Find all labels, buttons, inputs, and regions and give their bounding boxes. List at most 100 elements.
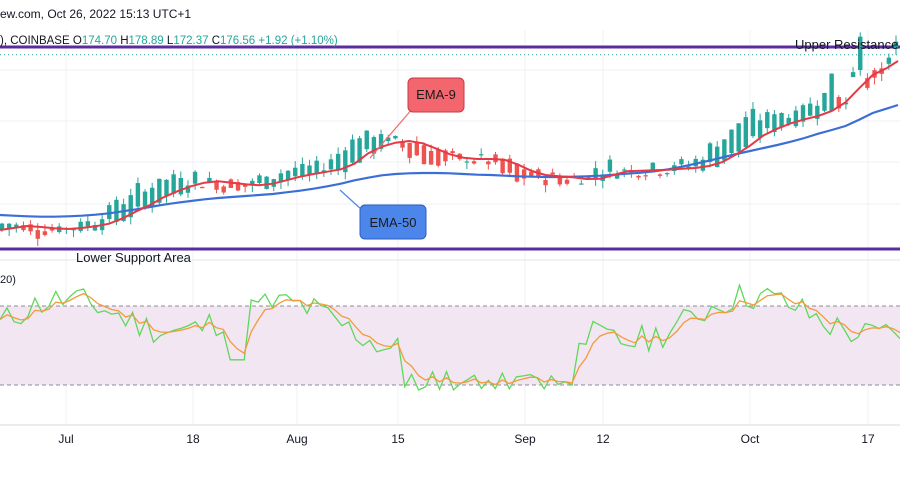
candle-body [221,186,226,193]
candle-body [593,168,598,180]
candle-body [285,170,291,180]
candle-body [843,102,849,105]
candle-body [579,183,584,185]
close-value: 176.56 [220,35,256,47]
candle-body [722,139,727,161]
candle-body [715,146,720,168]
candle-body [443,150,448,162]
candle-body [371,137,377,154]
candles [0,32,899,246]
candle-body [157,178,162,203]
candle-body [514,163,520,182]
ema9-callout-label: EMA-9 [416,87,456,102]
candle-body [121,204,126,221]
candle-body [35,230,40,239]
candle-body [178,178,183,195]
candle-body [679,159,684,165]
x-tick-label: 18 [186,432,200,446]
candle-body [807,103,813,116]
candle-body [829,73,834,112]
candle-body [214,181,219,190]
candle-body [242,184,248,187]
candle-body [14,224,19,227]
candle-body [28,224,33,232]
lower-support-label: Lower Support Area [76,250,191,265]
candle-body [6,223,12,230]
ema50-callout[interactable] [359,204,427,240]
ema50-callout-leader [339,189,363,211]
candle-body [314,160,319,173]
candle-body [164,179,169,196]
candle-body [185,185,191,193]
candle-body [400,141,405,148]
candle-body [550,172,555,175]
candle-body [386,137,391,142]
candle-body [836,97,841,109]
candle-body [149,187,155,208]
upper-resistance-label: Upper Resistance [795,37,899,52]
candle-body [364,130,369,150]
candle-body [822,92,827,111]
candle-body [757,120,763,138]
candle-body [235,182,241,191]
candle-body [736,123,741,152]
low-value: 172.37 [173,35,209,47]
candle-body [486,161,491,165]
low-label: L [166,35,174,47]
candle-body [707,143,713,162]
change-value: +1.92 (+1.10%) [258,35,338,47]
rsi-lines [0,283,900,392]
candle-body [436,149,441,166]
candle-body [393,135,398,139]
candle-body [300,163,305,177]
candle-body [657,174,663,176]
ema50-line [0,103,899,218]
candle-body [107,205,112,220]
candle-body [78,221,83,231]
x-tick-label: Jul [58,432,73,446]
candle-body [92,225,98,231]
candle-body [450,151,455,154]
rsi-signal-line [0,292,900,386]
candle-body [350,139,355,163]
candle-body [207,177,212,182]
x-tick-label: 15 [391,432,405,446]
ema9-line [0,60,899,231]
candle-body [779,112,784,128]
candle-body [893,41,899,50]
x-tick-label: 17 [861,432,875,446]
candle-body [507,158,512,173]
candle-body [607,159,613,172]
ema9-callout-leader [369,107,414,159]
candle-body [529,171,534,178]
candle-body [428,150,434,165]
high-label: H [120,35,129,47]
candle-body [865,78,870,88]
level-lines [0,45,900,386]
candle-body [293,167,298,177]
candle-body [421,145,427,165]
candle-body [636,175,641,178]
candle-body [278,173,284,183]
candle-body [786,117,791,125]
candle-body [307,165,312,175]
candle-body [171,174,176,194]
candle-body [257,175,262,184]
ema9-callout[interactable] [407,77,465,113]
x-tick-label: Oct [741,432,760,446]
candle-body [228,179,234,188]
candle-body [765,112,770,129]
candle-body [564,179,570,184]
candle-body [414,142,420,156]
x-tick-label: Aug [286,432,307,446]
candle-body [0,223,5,231]
candle-body [128,195,133,218]
high-value: 178.89 [128,35,164,47]
candle-body [557,176,563,185]
candle-body [42,231,48,236]
candle-body [464,161,470,163]
candle-body [328,159,334,170]
open-value: 174.70 [81,35,117,47]
candle-body [886,57,892,64]
open-label: O [72,35,82,47]
